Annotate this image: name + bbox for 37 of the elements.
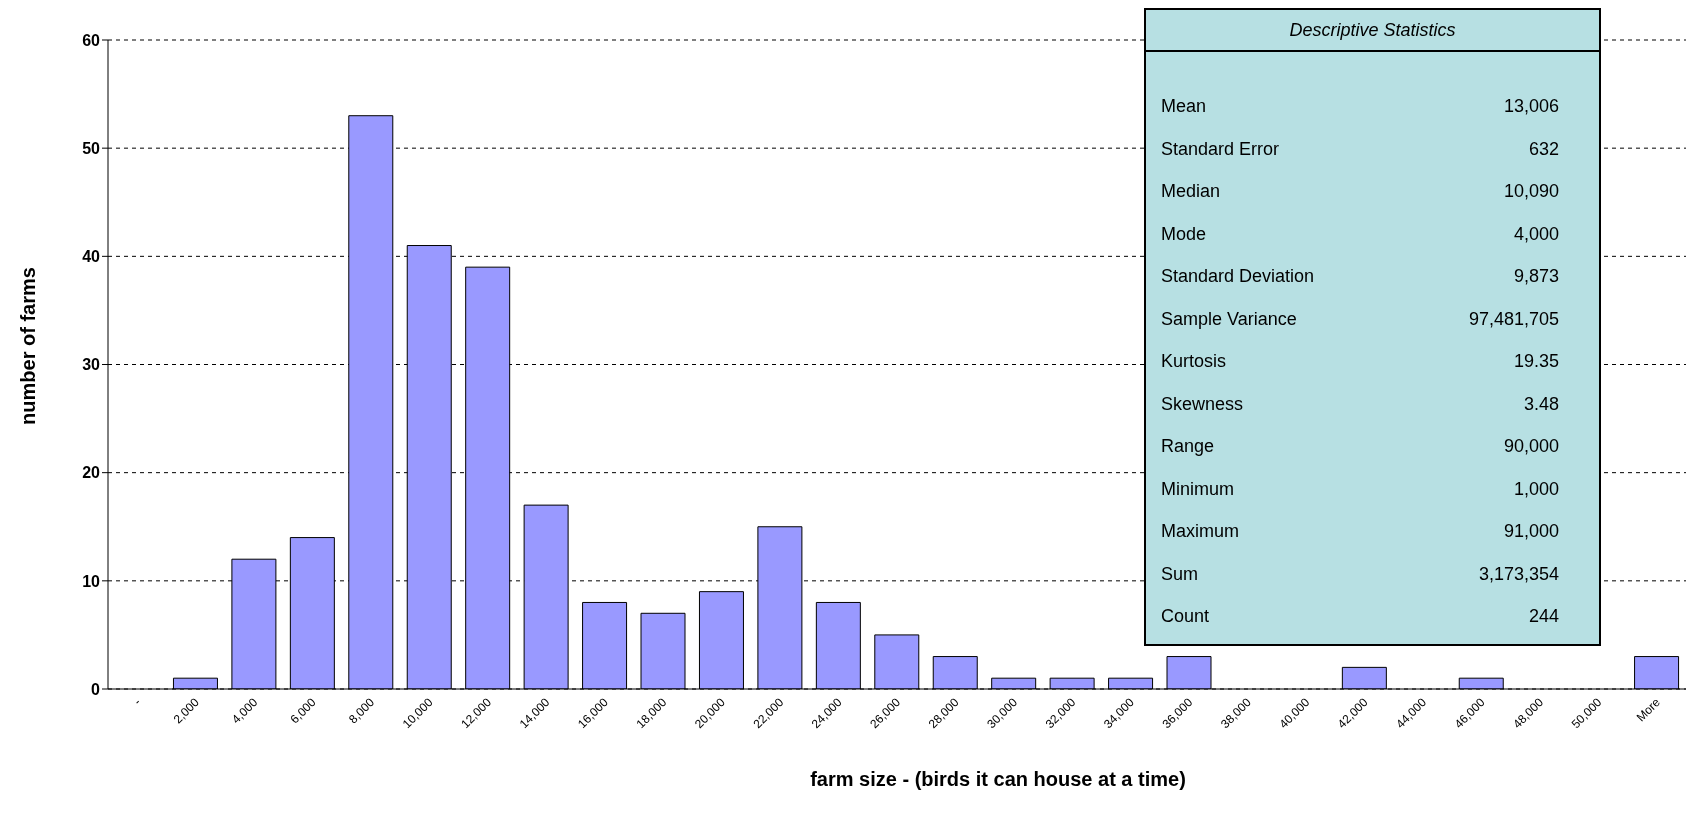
annotation: Standard Error bbox=[1161, 138, 1280, 161]
annotation: Sum bbox=[1161, 563, 1199, 586]
annotation: 244 bbox=[1528, 606, 1559, 628]
annotation: 632 bbox=[1528, 138, 1559, 161]
x-axis-title: farm size - (birds it can house at a time) bbox=[809, 768, 1187, 791]
annotation: 91,000 bbox=[1503, 521, 1559, 543]
annotation: 97,481,705 bbox=[1468, 308, 1559, 331]
annotation: Minimum bbox=[1161, 478, 1235, 501]
annotation: 19.35 bbox=[1513, 351, 1559, 373]
annotation: Sample Variance bbox=[1161, 308, 1297, 331]
annotation: 4,000 bbox=[1513, 223, 1559, 246]
annotation: Count bbox=[1161, 606, 1210, 628]
y-tick-label: 20 bbox=[82, 464, 101, 482]
annotation: Maximum bbox=[1161, 521, 1240, 543]
annotation: Mean bbox=[1161, 96, 1207, 118]
y-tick-label: 10 bbox=[82, 572, 101, 590]
x-tick-label: - bbox=[130, 695, 144, 708]
annotation: 3.48 bbox=[1523, 393, 1559, 416]
annotation: 10,090 bbox=[1503, 181, 1559, 203]
y-tick-label: 0 bbox=[91, 680, 101, 698]
annotation: Kurtosis bbox=[1161, 351, 1227, 373]
annotation: 3,173,354 bbox=[1478, 563, 1559, 586]
annotation: 1,000 bbox=[1513, 478, 1559, 501]
annotation: 90,000 bbox=[1503, 436, 1559, 458]
annotation: 13,006 bbox=[1503, 96, 1559, 118]
annotation: Median bbox=[1161, 181, 1221, 203]
annotation: Mode bbox=[1161, 223, 1207, 246]
y-tick-label: 40 bbox=[82, 248, 101, 266]
annotation: 9,873 bbox=[1513, 266, 1559, 288]
annotation: Standard Deviation bbox=[1161, 266, 1315, 288]
annotation: Skewness bbox=[1161, 393, 1244, 416]
y-tick-label: 60 bbox=[82, 31, 101, 49]
text: Descriptive Statistics bbox=[1289, 20, 1456, 40]
y-tick-label: 30 bbox=[82, 356, 101, 374]
annotation: Range bbox=[1161, 436, 1215, 458]
y-tick-label: 50 bbox=[82, 139, 101, 157]
y-axis-title: number of farms bbox=[16, 267, 40, 425]
